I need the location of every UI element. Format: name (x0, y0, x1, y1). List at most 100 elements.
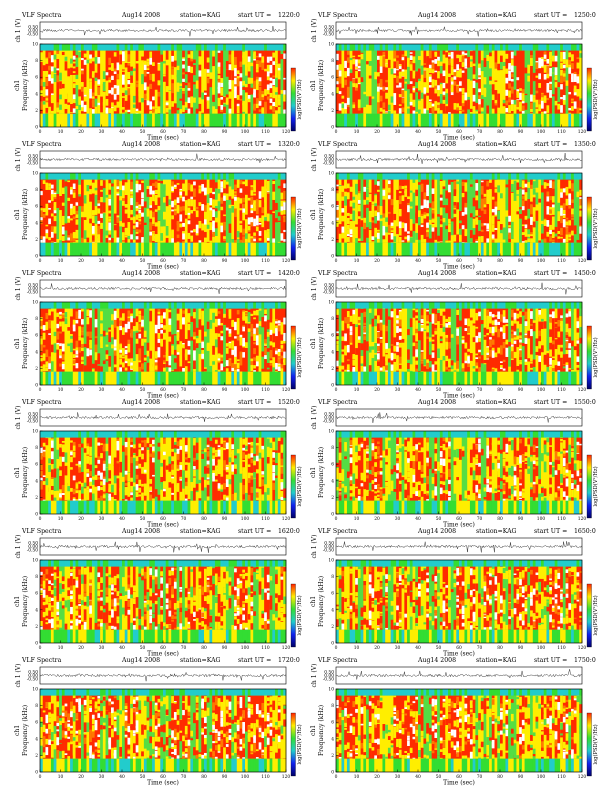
freq-tick-label: 2 (331, 754, 334, 759)
header-title: VLF Spectra (317, 657, 358, 664)
time-tick-label: 80 (201, 775, 207, 780)
spectrogram-heatmap (336, 560, 583, 643)
freq-tick-label: 4 (331, 608, 334, 613)
time-tick-label: 70 (181, 130, 187, 135)
freq-tick-label: 6 (35, 205, 38, 210)
freq-tick-label: 6 (331, 334, 334, 339)
colorbar-label: log(PSD(V²/Hz) (296, 724, 303, 764)
header-date: Aug14 2008 (417, 141, 456, 148)
time-tick-label: 60 (160, 517, 166, 522)
panel-svg: VLF Spectra Aug14 2008 station=KAG start UT… (310, 141, 599, 271)
spectrogram-heatmap (336, 689, 583, 772)
header-start-ut: 1420:0 (278, 270, 300, 277)
time-tick-label: 70 (181, 646, 187, 651)
time-tick-label: 110 (261, 775, 270, 780)
waveform-tick-label: 0.50 (28, 541, 38, 546)
time-tick-label: 120 (282, 775, 291, 780)
header-start-ut: 1620:0 (278, 528, 300, 535)
time-tick-label: 70 (477, 388, 483, 393)
waveform-line (335, 153, 583, 164)
time-tick-label: 40 (119, 130, 125, 135)
time-tick-label: 0 (39, 775, 42, 780)
time-tick-label: 60 (160, 259, 166, 264)
time-tick-label: 70 (181, 517, 187, 522)
time-axis-label: Time (sec) (147, 651, 179, 658)
channel-label: ch1 (310, 596, 317, 607)
freq-tick-label: 0 (35, 384, 38, 389)
panel-svg: VLF Spectra Aug14 2008 station=KAG start UT… (14, 270, 303, 400)
header-start-ut: 1520:0 (278, 399, 300, 406)
time-tick-label: 0 (335, 259, 338, 264)
waveform-y-label: ch 1 (V) (311, 664, 318, 688)
time-tick-label: 30 (99, 259, 105, 264)
colorbar (290, 712, 296, 777)
time-axis-label: Time (sec) (443, 780, 475, 787)
waveform-tick-label: 0.00 (324, 158, 334, 163)
header-title: VLF Spectra (317, 270, 358, 277)
colorbar-label: log(PSD(V²/Hz) (592, 79, 599, 119)
time-tick-label: 100 (537, 517, 546, 522)
time-tick-label: 110 (261, 646, 270, 651)
spectra-panel: VLF Spectra Aug14 2008 station=KAG start UT… (10, 526, 310, 658)
time-tick-label: 50 (436, 130, 442, 135)
freq-tick-label: 0 (331, 384, 334, 389)
channel-label: ch1 (310, 338, 317, 349)
time-tick-label: 30 (395, 388, 401, 393)
waveform-tick-label: 0.50 (324, 154, 334, 159)
header-title: VLF Spectra (317, 399, 358, 406)
panel-svg: VLF Spectra Aug14 2008 station=KAG start UT… (310, 399, 599, 529)
header-start-label: start UT = (534, 528, 567, 535)
time-tick-label: 20 (374, 646, 380, 651)
frequency-axis-label: Frequency (kHz) (22, 318, 29, 369)
waveform-tick-label: 0.00 (324, 674, 334, 679)
freq-tick-label: 8 (331, 704, 334, 709)
time-tick-label: 90 (518, 130, 524, 135)
time-tick-label: 120 (282, 388, 291, 393)
header-start-label: start UT = (534, 657, 567, 664)
colorbar (290, 67, 296, 132)
time-tick-label: 80 (201, 646, 207, 651)
header-date: Aug14 2008 (121, 399, 160, 406)
frequency-axis-label: Frequency (kHz) (318, 189, 325, 240)
panel-svg: VLF Spectra Aug14 2008 station=KAG start UT… (14, 528, 303, 658)
time-tick-label: 100 (241, 646, 250, 651)
waveform-frame (39, 279, 287, 298)
freq-tick-label: 6 (331, 463, 334, 468)
time-tick-label: 110 (557, 388, 566, 393)
time-tick-label: 10 (58, 646, 64, 651)
header-date: Aug14 2008 (417, 657, 456, 664)
frequency-axis-label: Frequency (kHz) (22, 189, 29, 240)
time-tick-label: 30 (99, 130, 105, 135)
time-tick-label: 30 (395, 775, 401, 780)
time-tick-label: 90 (518, 775, 524, 780)
waveform-tick-label: 0.00 (324, 545, 334, 550)
channel-label: ch1 (14, 209, 21, 220)
colorbar (586, 67, 592, 132)
freq-tick-label: 6 (331, 592, 334, 597)
time-tick-label: 120 (282, 130, 291, 135)
freq-tick-label: 8 (331, 188, 334, 193)
header-start-ut: 1320:0 (278, 141, 300, 148)
spectrogram-heatmap (40, 302, 287, 385)
time-tick-label: 20 (78, 646, 84, 651)
spectrogram-heatmap (336, 173, 583, 256)
waveform-tick-label: 0.00 (28, 287, 38, 292)
waveform-tick-label: -0.50 (27, 32, 38, 37)
channel-label: ch1 (14, 725, 21, 736)
waveform-tick-label: 0.50 (28, 154, 38, 159)
time-tick-label: 40 (415, 130, 421, 135)
waveform-tick-label: -0.50 (27, 677, 38, 682)
time-axis-label: Time (sec) (443, 651, 475, 658)
colorbar (586, 325, 592, 390)
time-tick-label: 30 (395, 646, 401, 651)
freq-tick-label: 2 (35, 496, 38, 501)
waveform-tick-label: 0.00 (324, 287, 334, 292)
header-start-ut: 1650:0 (574, 528, 596, 535)
time-tick-label: 0 (39, 259, 42, 264)
freq-tick-label: 10 (328, 688, 334, 693)
header-station: station=KAG (180, 657, 221, 664)
spectra-panel: VLF Spectra Aug14 2008 station=KAG start UT… (306, 397, 606, 529)
time-tick-label: 30 (395, 517, 401, 522)
time-tick-label: 40 (415, 775, 421, 780)
time-tick-label: 60 (456, 517, 462, 522)
